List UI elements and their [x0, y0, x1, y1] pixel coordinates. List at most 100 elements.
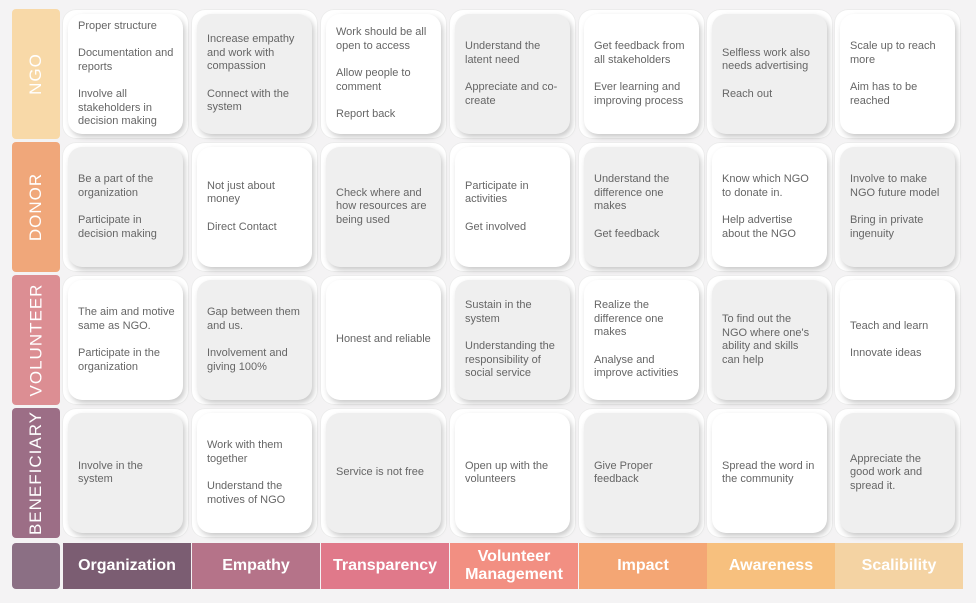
cell-item-text: Ever learning and improving process: [594, 81, 684, 107]
cell-item-text: Involvement and giving 100%: [207, 347, 288, 373]
matrix-cell: Give Proper feedback: [578, 408, 705, 538]
matrix-cell: Understand the latent need Appreciate and…: [449, 9, 576, 139]
cell-item-text: Innovate ideas: [850, 347, 922, 359]
cell-item-text: Participate in the organization: [78, 347, 160, 373]
matrix-cell: Be a part of the organization Participate…: [62, 142, 189, 272]
matrix-cell: Participate in activities Get involved: [449, 142, 576, 272]
cell-card: Give Proper feedback: [584, 413, 699, 533]
matrix-cell: Appreciate the good work and spread it.: [834, 408, 961, 538]
matrix-cell: Not just about money Direct Contact: [191, 142, 318, 272]
cell-item-text: Open up with the volunteers: [465, 459, 549, 486]
cell-card: Gap between them and us. Involvement and …: [197, 280, 312, 400]
cell-item-text: Participate in activities: [465, 179, 529, 206]
matrix-cell: Gap between them and us. Involvement and …: [191, 275, 318, 405]
cell-item-text: Bring in private ingenuity: [850, 214, 924, 240]
cell-card: To find out the NGO where one's ability …: [712, 280, 827, 400]
cell-card: Know which NGO to donate in. Help adverti…: [712, 147, 827, 267]
column-label-scalibility: Scalibility: [835, 543, 963, 589]
column-label-organization: Organization: [63, 543, 191, 589]
column-label-text: Impact: [617, 557, 669, 574]
cell-item-text: Get involved: [465, 220, 527, 233]
cell-card: Sustain in the system Understanding the r…: [455, 280, 570, 400]
cell-card: Understand the latent need Appreciate and…: [455, 14, 570, 134]
cell-item-text: Understanding the responsibility of soci…: [465, 340, 555, 380]
matrix-cell: The aim and motive same as NGO. Participa…: [62, 275, 189, 405]
cell-card: Scale up to reach more Aim has to be reac…: [840, 14, 955, 134]
cell-card: Honest and reliable: [326, 280, 441, 400]
matrix-cell: Check where and how resources are being …: [320, 142, 447, 272]
cell-item-text: Understand the difference one makes: [594, 173, 670, 212]
row-label-text: DONOR: [26, 172, 45, 242]
cell-item-text: Participate in decision making: [78, 214, 157, 240]
cell-card: Understand the difference one makes Get f…: [584, 147, 699, 267]
cell-item-text: Involve in the system: [78, 459, 143, 486]
column-label-text: Volunteer Management: [465, 548, 563, 583]
cell-item-text: Understand the latent need: [465, 40, 541, 66]
cell-item-text: Sustain in the system: [465, 299, 532, 325]
cell-item-text: Selfless work also needs advertising: [722, 46, 811, 73]
cell-item-text: Appreciate and co-create: [465, 81, 558, 107]
column-label-empathy: Empathy: [192, 543, 320, 589]
row-label-text: BENEFICIARY: [26, 410, 45, 536]
cell-item-text: Documentation and reports: [78, 47, 174, 73]
cell-card: Selfless work also needs advertising Reac…: [712, 14, 827, 134]
column-label-impact: Impact: [579, 543, 707, 589]
matrix-cell: Selfless work also needs advertising Reac…: [706, 9, 833, 139]
matrix-cell: Proper structure Documentation and report…: [62, 9, 189, 139]
row-label-text: VOLUNTEER: [26, 283, 46, 397]
column-label-text: Transparency: [332, 557, 438, 574]
cell-item-text: Analyse and improve activities: [594, 353, 679, 380]
cell-item-text: Work with them together: [207, 439, 283, 465]
cell-item-text: Get feedback from all stakeholders: [594, 40, 685, 66]
cell-card: Participate in activities Get involved: [455, 147, 570, 267]
cell-item-text: Involve to make NGO future model: [850, 173, 940, 199]
matrix-cell: Open up with the volunteers: [449, 408, 576, 538]
matrix-cell: To find out the NGO where one's ability …: [706, 275, 833, 405]
corner-block: [12, 543, 60, 589]
cell-item-text: Report back: [336, 108, 396, 121]
column-label-text: Scalibility: [861, 557, 937, 574]
matrix-cell: Work with them together Understand the mo…: [191, 408, 318, 538]
cell-item-text: Know which NGO to donate in.: [722, 173, 809, 199]
cell-card: Realize the difference one makes Analyse …: [584, 280, 699, 400]
cell-card: Spread the word in the community: [712, 413, 827, 533]
cell-card: The aim and motive same as NGO. Participa…: [68, 280, 183, 400]
matrix-cell: Work should be all open to access Allow p…: [320, 9, 447, 139]
column-label-volunteer-management: Volunteer Management: [450, 543, 578, 589]
cell-item-text: Gap between them and us.: [207, 306, 300, 332]
cell-card: Check where and how resources are being …: [326, 147, 441, 267]
column-label-awareness: Awareness: [707, 543, 835, 589]
cell-item-text: The aim and motive same as NGO.: [78, 306, 175, 332]
column-label-text: Empathy: [222, 557, 290, 574]
matrix-cell: Increase empathy and work with compassio…: [191, 9, 318, 139]
cell-card: Increase empathy and work with compassio…: [197, 14, 312, 134]
cell-item-text: Realize the difference one makes: [594, 299, 664, 339]
cell-card: Be a part of the organization Participate…: [68, 147, 183, 267]
cell-item-text: Spread the word in the community: [722, 459, 815, 486]
cell-card: Teach and learn Innovate ideas: [840, 280, 955, 400]
matrix-cell: Sustain in the system Understanding the r…: [449, 275, 576, 405]
matrix-cell: Get feedback from all stakeholders Ever l…: [578, 9, 705, 139]
cell-item-text: Scale up to reach more: [850, 40, 936, 66]
cell-item-text: Help advertise about the NGO: [722, 214, 796, 240]
matrix-cell: Service is not free: [320, 408, 447, 538]
matrix-cell: Honest and reliable: [320, 275, 447, 405]
column-label-text: Organization: [78, 557, 176, 574]
matrix-cell: Realize the difference one makes Analyse …: [578, 275, 705, 405]
row-label-text: NGO: [25, 53, 45, 95]
cell-card: Open up with the volunteers: [455, 413, 570, 533]
row-label-volunteer: VOLUNTEER: [12, 275, 60, 405]
matrix-cell: Involve in the system: [62, 408, 189, 538]
cell-card: Work should be all open to access Allow p…: [326, 14, 441, 134]
matrix-cell: Spread the word in the community: [706, 408, 833, 538]
cell-card: Involve in the system: [68, 413, 183, 533]
cell-item-text: Increase empathy and work with compassio…: [207, 33, 295, 73]
cell-card: Work with them together Understand the mo…: [197, 413, 312, 533]
row-label-ngo: NGO: [12, 9, 60, 139]
column-label-text: Awareness: [728, 557, 814, 574]
matrix-cell: Know which NGO to donate in. Help adverti…: [706, 142, 833, 272]
cell-item-text: Teach and learn: [850, 319, 929, 332]
matrix-cell: Involve to make NGO future model Bring in…: [834, 142, 961, 272]
cell-item-text: Honest and reliable: [336, 333, 431, 346]
cell-item-text: Reach out: [722, 87, 773, 100]
